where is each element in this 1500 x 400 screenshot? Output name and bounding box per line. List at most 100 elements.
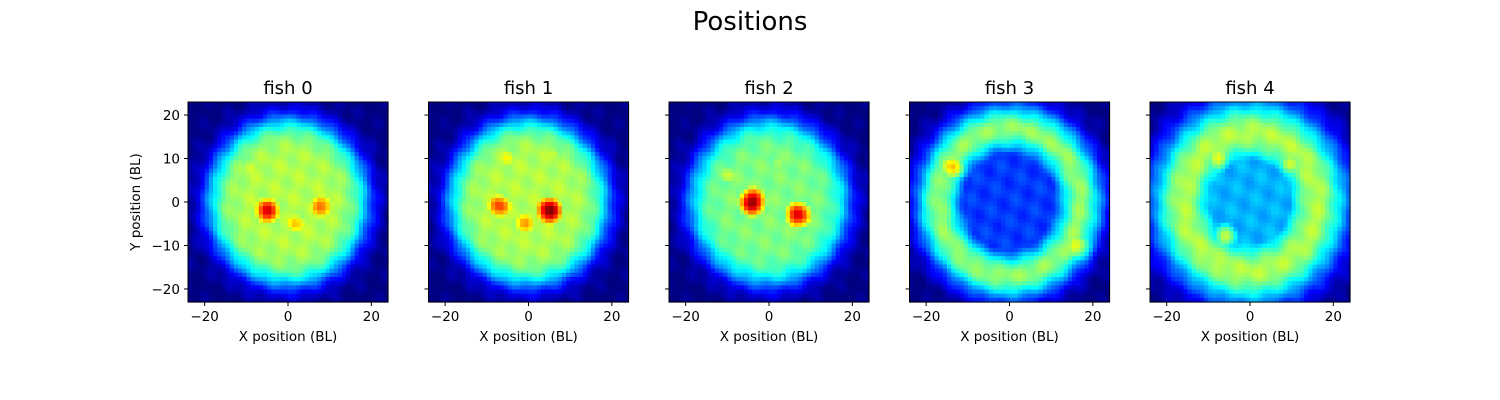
- heatmap-cell: [449, 114, 455, 120]
- heatmap-cell: [536, 272, 542, 278]
- heatmap-cell: [217, 222, 222, 228]
- heatmap-cell: [470, 268, 475, 274]
- heatmap-cell: [238, 152, 243, 157]
- heatmap-cell: [354, 185, 360, 191]
- heatmap-cell: [338, 281, 343, 286]
- heatmap-cell: [503, 222, 509, 228]
- heatmap-cell: [524, 239, 530, 245]
- heatmap-cell: [192, 127, 197, 132]
- heatmap-cell: [196, 122, 202, 128]
- heatmap-cell: [371, 222, 377, 228]
- heatmap-cell: [213, 285, 218, 291]
- heatmap-cell: [503, 172, 509, 178]
- heatmap-cell: [196, 164, 202, 170]
- heatmap-cell: [342, 239, 347, 245]
- heatmap-cell: [296, 185, 302, 191]
- heatmap-cell: [566, 110, 571, 116]
- heatmap-cell: [591, 156, 596, 161]
- heatmap-cell: [532, 277, 538, 282]
- heatmap-cell: [217, 231, 222, 236]
- heatmap-cell: [453, 260, 459, 266]
- heatmap-cell: [304, 218, 310, 224]
- heatmap-cell: [383, 277, 389, 282]
- heatmap-cell: [428, 106, 434, 111]
- heatmap-cell: [545, 160, 550, 166]
- heatmap-cell: [229, 243, 235, 249]
- heatmap-cell: [329, 247, 335, 253]
- heatmap-cell: [441, 206, 446, 211]
- heatmap-cell: [200, 277, 206, 282]
- heatmap-cell: [254, 231, 260, 236]
- heatmap-cell: [532, 135, 538, 141]
- heatmap-cell: [225, 235, 231, 241]
- heatmap-cell: [229, 260, 235, 266]
- heatmap-cell: [524, 177, 530, 182]
- heatmap-cell: [507, 256, 513, 261]
- heatmap-cell: [342, 168, 347, 174]
- heatmap-cell: [300, 218, 306, 224]
- heatmap-cell: [461, 252, 467, 257]
- heatmap-cell: [495, 118, 500, 124]
- heatmap-cell: [338, 206, 343, 211]
- heatmap-cell: [566, 106, 571, 111]
- heatmap-cell: [250, 131, 256, 136]
- heatmap-cell: [520, 206, 525, 211]
- heatmap-cell: [574, 222, 580, 228]
- heatmap-cell: [346, 297, 352, 303]
- heatmap-cell: [528, 177, 534, 182]
- heatmap-cell: [511, 222, 517, 228]
- heatmap-cell: [363, 297, 368, 303]
- heatmap-cell: [383, 252, 389, 257]
- heatmap-cell: [486, 260, 492, 266]
- heatmap-cell: [304, 156, 310, 161]
- heatmap-cell: [545, 297, 550, 303]
- heatmap-cell: [204, 272, 210, 278]
- heatmap-cell: [304, 214, 310, 220]
- heatmap-cell: [271, 268, 277, 274]
- heatmap-cell: [321, 189, 327, 195]
- heatmap-cell: [453, 214, 459, 220]
- heatmap-cell: [789, 127, 795, 132]
- heatmap-cell: [549, 218, 555, 224]
- heatmap-cell: [271, 164, 277, 170]
- heatmap-cell: [474, 139, 480, 145]
- heatmap-cell: [225, 156, 231, 161]
- heatmap-cell: [503, 272, 509, 278]
- heatmap-cell: [367, 264, 372, 270]
- heatmap-cell: [432, 289, 438, 295]
- heatmap-cell: [188, 127, 193, 132]
- heatmap-cell: [591, 243, 596, 249]
- heatmap-cell: [478, 189, 484, 195]
- heatmap-cell: [516, 185, 521, 191]
- heatmap-cell: [200, 206, 206, 211]
- heatmap-cell: [229, 114, 235, 120]
- heatmap-cell: [823, 118, 828, 124]
- heatmap-cell: [221, 172, 227, 178]
- heatmap-cell: [831, 122, 837, 128]
- heatmap-cell: [528, 156, 534, 161]
- heatmap-cell: [208, 285, 214, 291]
- heatmap-cell: [371, 247, 377, 253]
- heatmap-cell: [532, 289, 538, 295]
- heatmap-cell: [545, 202, 550, 207]
- heatmap-cell: [541, 106, 546, 111]
- heatmap-cell: [511, 289, 517, 295]
- heatmap-cell: [561, 197, 567, 203]
- heatmap-cell: [719, 102, 724, 107]
- heatmap-cell: [246, 127, 252, 132]
- heatmap-cell: [503, 197, 509, 203]
- heatmap-cell: [208, 114, 214, 120]
- heatmap-cell: [599, 293, 605, 299]
- heatmap-cell: [470, 127, 475, 132]
- heatmap-cell: [595, 197, 600, 203]
- heatmap-cell: [586, 135, 592, 141]
- heatmap-cell: [279, 206, 285, 211]
- heatmap-cell: [428, 206, 434, 211]
- heatmap-cell: [350, 264, 356, 270]
- heatmap-cell: [271, 114, 277, 120]
- heatmap-cell: [607, 197, 613, 203]
- heatmap-cell: [271, 139, 277, 145]
- heatmap-cell: [342, 164, 347, 170]
- heatmap-cell: [520, 235, 525, 241]
- heatmap-cell: [827, 118, 833, 124]
